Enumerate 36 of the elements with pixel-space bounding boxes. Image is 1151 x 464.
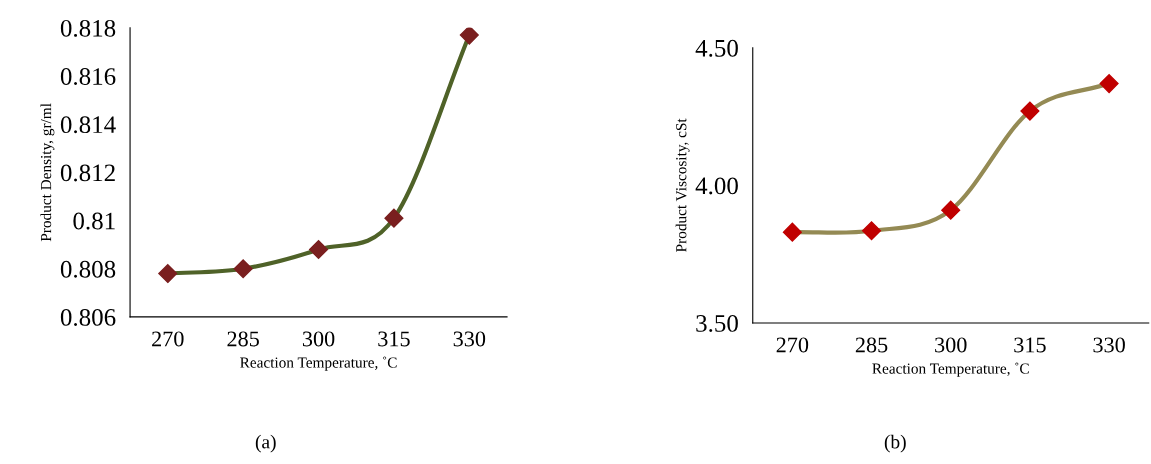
- x-tick-label: 330: [453, 331, 486, 347]
- y-tick-label: 4.00: [695, 177, 738, 195]
- y-tick-label: 0.81: [73, 212, 115, 230]
- point: [459, 27, 479, 45]
- x-axis-title: Reaction Temperature, ˚C: [240, 356, 397, 371]
- point: [158, 264, 178, 284]
- point: [309, 239, 329, 259]
- y-axis-title: Product Density, gr/ml: [40, 103, 55, 242]
- x-tick-label: 300: [935, 337, 967, 353]
- text: (a): [255, 434, 276, 453]
- x-tick-label: 270: [776, 337, 809, 353]
- x-axis-title: Reaction Temperature, ˚C: [872, 362, 1029, 377]
- point: [233, 259, 253, 279]
- y-axis-title: Product Viscosity, cSt: [675, 118, 690, 252]
- x-tick-label: 285: [227, 331, 259, 347]
- point: [1099, 74, 1119, 94]
- y-tick-label: 3.50: [696, 314, 738, 332]
- text: (b): [884, 434, 906, 453]
- y-tick-label: 4.50: [695, 39, 738, 57]
- y-tick-label: 0.814: [60, 116, 116, 134]
- y-tick-label: 0.818: [60, 19, 116, 37]
- y-tick-label: 0.816: [60, 68, 116, 86]
- x-tick-label: 300: [302, 331, 335, 347]
- y-tick-label: 0.812: [60, 164, 115, 182]
- x-tick-label: 270: [152, 331, 184, 347]
- x-tick-label: 315: [1014, 337, 1046, 353]
- y-tick-label: 0.808: [60, 260, 116, 278]
- x-tick-label: 315: [378, 331, 410, 347]
- point: [941, 200, 961, 220]
- y-tick-label: 0.806: [60, 308, 116, 326]
- point: [1020, 101, 1040, 121]
- point: [384, 208, 404, 228]
- point: [782, 222, 802, 242]
- x-tick-label: 285: [855, 337, 888, 353]
- x-tick-label: 330: [1093, 337, 1125, 353]
- point: [862, 221, 882, 241]
